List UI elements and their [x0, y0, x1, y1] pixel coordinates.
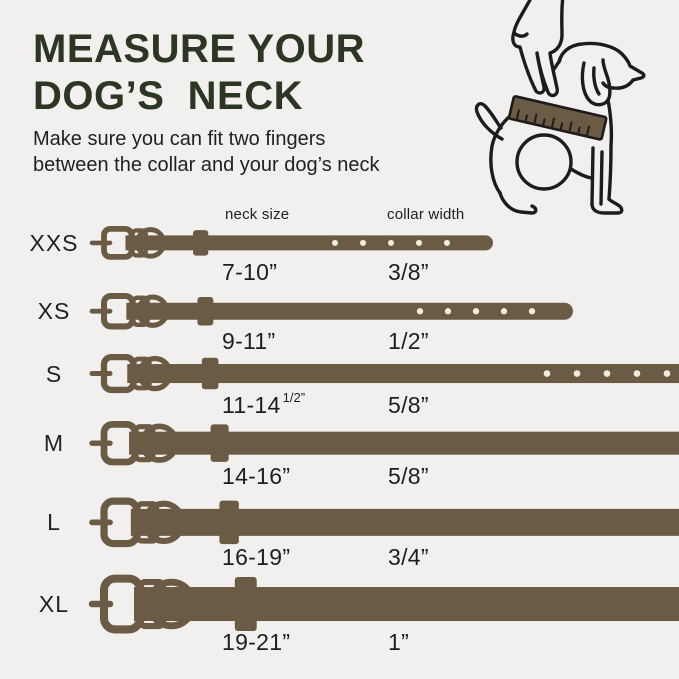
collar-graphic-xl — [88, 574, 679, 634]
collar-width-value-xs: 1/2” — [388, 327, 429, 354]
neck-size-value-xs: 9-11” — [222, 327, 276, 354]
size-label-xxs: XXS — [29, 230, 79, 256]
column-header-neck-size: neck size — [225, 206, 290, 223]
neck-size-value-m: 14-16” — [222, 462, 291, 489]
column-header-collar-width: collar width — [387, 206, 465, 223]
neck-size-value-l: 16-19” — [222, 543, 291, 570]
page-subtitle: Make sure you can fit two fingers betwee… — [33, 126, 380, 178]
collar-graphic-m — [89, 420, 679, 466]
neck-size-value-xl: 19-21” — [222, 629, 291, 655]
collar-width-value-xxs: 3/8” — [388, 258, 429, 285]
size-label-m: M — [43, 430, 65, 456]
collar-width-value-m: 5/8” — [388, 462, 429, 489]
collar-width-value-xl: 1” — [388, 629, 410, 655]
page-title-line2: DOG’S NECK — [33, 74, 303, 118]
size-label-l: L — [47, 509, 61, 535]
neck-size-value-s: 11-14 1/2” — [222, 389, 306, 418]
page-title: MEASURE YOUR DOG’S NECK — [33, 26, 365, 120]
collar-graphic-xxs — [89, 226, 493, 260]
page-subtitle-line2: between the collar and your dog’s neck — [33, 154, 380, 176]
two-fingers-hand — [511, 0, 565, 98]
page-title-line1: MEASURE YOUR — [33, 27, 365, 71]
collar-graphic-s — [89, 354, 679, 394]
size-label-s: S — [45, 361, 63, 387]
neck-size-value-xxs: 7-10” — [222, 258, 278, 285]
collar-width-value-l: 3/4” — [388, 543, 429, 570]
size-label-xl: XL — [38, 591, 70, 617]
collar-graphic-l — [89, 497, 679, 547]
neck-size-fraction: 1/2” — [282, 389, 306, 405]
dog-outline — [474, 41, 646, 215]
page-subtitle-line1: Make sure you can fit two fingers — [33, 128, 326, 150]
collar-graphic-xs — [89, 292, 573, 330]
dog-measure-illustration — [474, 0, 646, 215]
measuring-tape — [507, 95, 608, 141]
size-label-xs: XS — [37, 298, 71, 324]
collar-width-value-s: 5/8” — [388, 391, 429, 418]
